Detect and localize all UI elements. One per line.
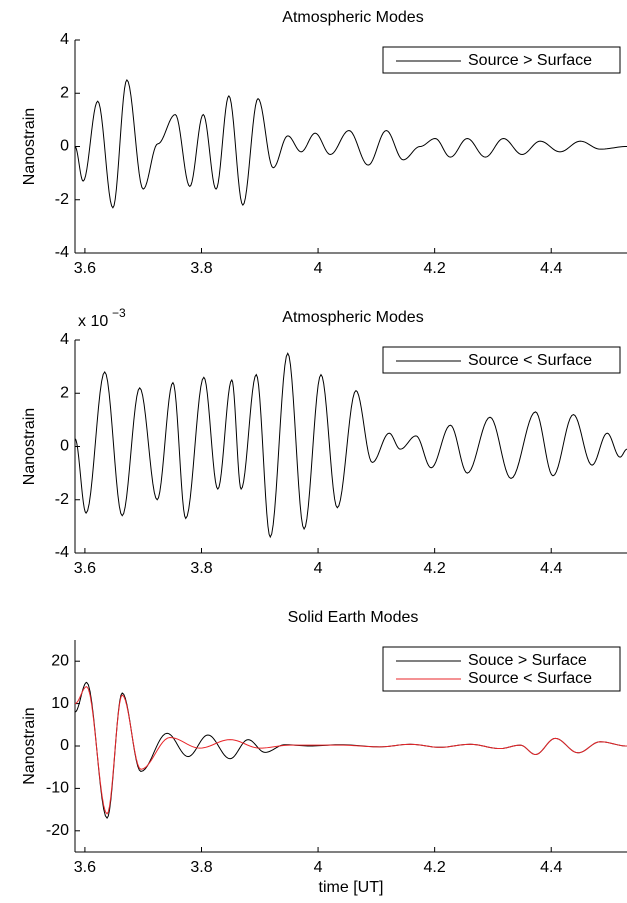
x-tick-label: 4.2 xyxy=(424,560,446,577)
y-tick-label: -20 xyxy=(46,822,69,839)
chart-title: Atmospheric Modes xyxy=(282,309,423,326)
x-tick-label: 4.2 xyxy=(424,859,446,876)
y-tick-label: 0 xyxy=(60,438,69,455)
y-tick-label: 0 xyxy=(60,737,69,754)
x-axis-label: time [UT] xyxy=(319,879,384,896)
y-tick-label: 4 xyxy=(60,331,69,348)
y-tick-label: -10 xyxy=(46,780,69,797)
y-axis-label: Nanostrain xyxy=(21,408,38,485)
y-tick-label: 20 xyxy=(51,652,69,669)
chart-title: Solid Earth Modes xyxy=(288,609,419,626)
y-multiplier: x 10 xyxy=(78,313,108,330)
y-axis-label: Nanostrain xyxy=(21,108,38,185)
x-tick-label: 4 xyxy=(314,859,323,876)
legend-label: Source > Surface xyxy=(468,52,592,69)
y-tick-label: 0 xyxy=(60,138,69,155)
legend-label: Source < Surface xyxy=(468,352,592,369)
legend-label: Souce > Surface xyxy=(468,652,587,669)
y-tick-label: -4 xyxy=(55,544,69,561)
chart-title: Atmospheric Modes xyxy=(282,9,423,26)
y-tick-label: 4 xyxy=(60,31,69,48)
x-tick-label: 4.4 xyxy=(540,859,562,876)
series-line xyxy=(74,686,627,815)
x-tick-label: 3.6 xyxy=(74,260,96,277)
x-tick-label: 4 xyxy=(314,260,323,277)
y-tick-label: -2 xyxy=(55,491,69,508)
x-tick-label: 4.2 xyxy=(424,260,446,277)
legend-label: Source < Surface xyxy=(468,670,592,687)
series-line xyxy=(74,79,627,209)
y-tick-label: -2 xyxy=(55,191,69,208)
y-tick-label: 2 xyxy=(60,384,69,401)
x-tick-label: 3.8 xyxy=(190,260,212,277)
x-tick-label: 4.4 xyxy=(540,260,562,277)
x-tick-label: 3.8 xyxy=(190,859,212,876)
x-tick-label: 4 xyxy=(314,560,323,577)
y-tick-label: 10 xyxy=(51,695,69,712)
x-tick-label: 3.6 xyxy=(74,859,96,876)
legend-box xyxy=(382,346,621,374)
legend-box xyxy=(382,646,621,692)
legend-box xyxy=(382,46,621,74)
y-tick-label: 2 xyxy=(60,84,69,101)
x-tick-label: 4.4 xyxy=(540,560,562,577)
y-axis-label: Nanostrain xyxy=(21,707,38,784)
y-multiplier-exponent: −3 xyxy=(112,306,126,320)
x-tick-label: 3.8 xyxy=(190,560,212,577)
x-tick-label: 3.6 xyxy=(74,560,96,577)
series-line xyxy=(74,352,627,539)
y-tick-label: -4 xyxy=(55,244,69,261)
